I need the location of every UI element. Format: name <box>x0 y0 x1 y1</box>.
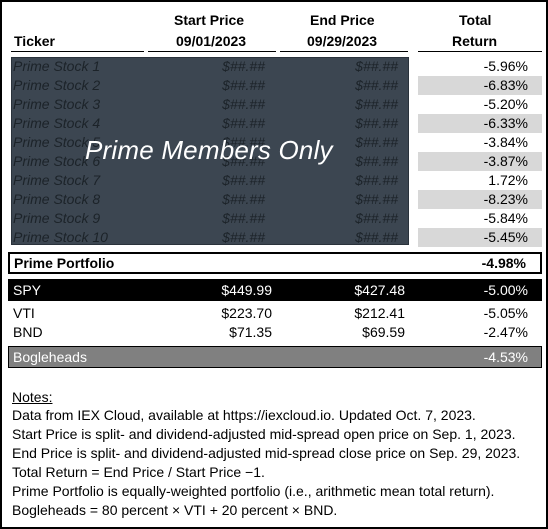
prime-portfolio-row: Prime Portfolio -4.98% <box>8 252 542 274</box>
bnd-label: BND <box>13 324 43 340</box>
bnd-row: BND $71.35 $69.59 -2.47% <box>8 323 542 342</box>
header-start-date: 09/01/2023 <box>176 33 247 49</box>
stock-return: -5.96% <box>483 58 528 74</box>
stock-row: Prime Stock 7 $##.## $##.## <box>11 171 409 190</box>
stock-name: Prime Stock 3 <box>13 96 101 112</box>
stock-start-price: $##.## <box>222 191 265 207</box>
stock-return: -6.33% <box>418 114 542 133</box>
notes-line: Bogleheads = 80 percent × VTI + 20 perce… <box>12 502 338 518</box>
stock-end-price: $##.## <box>355 58 398 74</box>
stock-name: Prime Stock 9 <box>13 210 101 226</box>
stock-start-price: $##.## <box>222 77 265 93</box>
stock-name: Prime Stock 7 <box>13 172 101 188</box>
stock-row: Prime Stock 4 $##.## $##.## <box>11 114 409 133</box>
header-end-price: End Price <box>310 12 375 28</box>
stock-end-price: $##.## <box>355 172 398 188</box>
stock-start-price: $##.## <box>222 153 265 169</box>
stock-start-price: $##.## <box>222 134 265 150</box>
header-ticker: Ticker <box>14 33 55 49</box>
stock-end-price: $##.## <box>355 96 398 112</box>
stock-name: Prime Stock 5 <box>13 134 101 150</box>
stock-return: -8.23% <box>418 190 542 209</box>
stock-start-price: $##.## <box>222 96 265 112</box>
vti-end-price: $212.41 <box>354 305 405 321</box>
prime-portfolio-return: -4.98% <box>481 255 526 271</box>
stock-name: Prime Stock 6 <box>13 153 101 169</box>
header-end-date: 09/29/2023 <box>307 33 378 49</box>
stock-start-price: $##.## <box>222 115 265 131</box>
notes-line: Prime Portfolio is equally-weighted port… <box>12 483 495 499</box>
stock-return: -6.83% <box>418 76 542 95</box>
stock-end-price: $##.## <box>355 210 398 226</box>
stock-name: Prime Stock 1 <box>13 58 101 74</box>
stock-row: Prime Stock 5 $##.## $##.## <box>11 133 409 152</box>
notes-line: Data from IEX Cloud, available at https:… <box>12 407 476 423</box>
vti-row: VTI $223.70 $212.41 -5.05% <box>8 304 542 323</box>
stock-row: Prime Stock 3 $##.## $##.## <box>11 95 409 114</box>
spy-label: SPY <box>13 282 42 298</box>
stock-row: Prime Stock 2 $##.## $##.## <box>11 76 409 95</box>
bnd-return: -2.47% <box>483 324 528 340</box>
vti-return: -5.05% <box>483 305 528 321</box>
stock-name: Prime Stock 8 <box>13 191 101 207</box>
stock-end-price: $##.## <box>355 229 398 245</box>
stock-end-price: $##.## <box>355 115 398 131</box>
stock-end-price: $##.## <box>355 134 398 150</box>
header-total: Total <box>459 12 492 28</box>
stock-name: Prime Stock 2 <box>13 77 101 93</box>
stock-start-price: $##.## <box>222 58 265 74</box>
end-date-underline <box>280 51 408 52</box>
bogleheads-label: Bogleheads <box>13 349 87 365</box>
notes-line: Total Return = End Price / Start Price −… <box>12 464 265 480</box>
stock-row: Prime Stock 1 $##.## $##.## <box>11 57 409 76</box>
stock-name: Prime Stock 4 <box>13 115 101 131</box>
header-start-price: Start Price <box>174 12 245 28</box>
bnd-end-price: $69.59 <box>362 324 405 340</box>
prime-members-mask <box>11 57 409 245</box>
stock-return: -3.84% <box>483 134 528 150</box>
stock-return: -3.87% <box>418 152 542 171</box>
stock-row: Prime Stock 8 $##.## $##.## <box>11 190 409 209</box>
header-return: Return <box>452 33 498 49</box>
stock-row: Prime Stock 9 $##.## $##.## <box>11 209 409 228</box>
stock-end-price: $##.## <box>355 77 398 93</box>
stock-start-price: $##.## <box>222 210 265 226</box>
spy-end-price: $427.48 <box>354 282 405 298</box>
stock-row: Prime Stock 10 $##.## $##.## <box>11 228 409 247</box>
bnd-start-price: $71.35 <box>229 324 272 340</box>
return-underline <box>418 51 542 52</box>
vti-start-price: $223.70 <box>221 305 272 321</box>
bogleheads-return: -4.53% <box>483 349 528 365</box>
spy-row: SPY $449.99 $427.48 -5.00% <box>8 279 542 301</box>
prime-members-only-overlay: Prime Members Only <box>85 135 333 165</box>
stock-start-price: $##.## <box>222 172 265 188</box>
spy-return: -5.00% <box>483 282 528 298</box>
stock-name: Prime Stock 10 <box>13 229 108 245</box>
prime-portfolio-label: Prime Portfolio <box>14 255 115 271</box>
notes-line: End Price is split- and dividend-adjuste… <box>12 445 521 461</box>
bogleheads-row: Bogleheads -4.53% <box>8 346 542 368</box>
spy-start-price: $449.99 <box>221 282 272 298</box>
vti-label: VTI <box>13 305 35 321</box>
stock-return: -5.45% <box>418 228 542 247</box>
notes-title: Notes: <box>12 389 53 405</box>
stock-return: -5.84% <box>483 210 528 226</box>
stock-end-price: $##.## <box>355 153 398 169</box>
notes-line: Start Price is split- and dividend-adjus… <box>12 426 516 442</box>
stock-row: Prime Stock 6 $##.## $##.## <box>11 152 409 171</box>
start-date-underline <box>148 51 276 52</box>
stock-end-price: $##.## <box>355 191 398 207</box>
stock-start-price: $##.## <box>222 229 265 245</box>
stock-return: -5.20% <box>483 96 528 112</box>
ticker-underline <box>11 51 144 52</box>
stock-return: 1.72% <box>488 172 528 188</box>
